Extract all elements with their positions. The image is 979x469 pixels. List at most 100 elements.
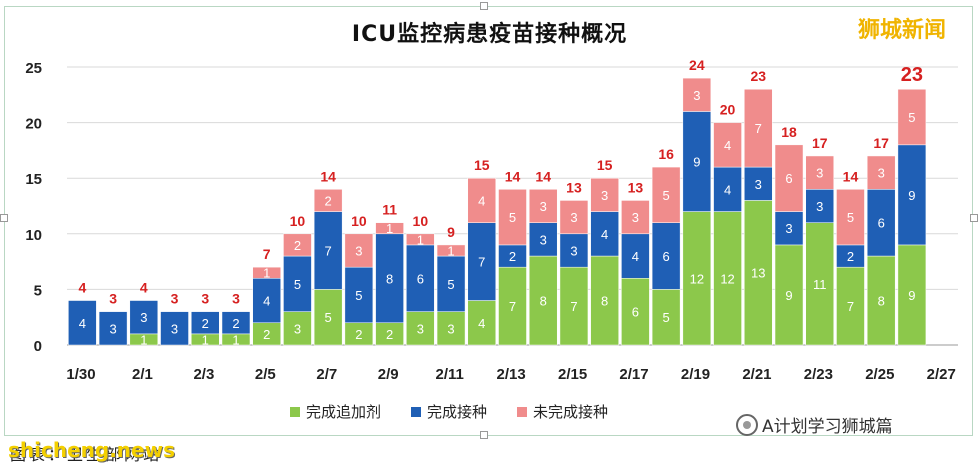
segment-label: 5 [663, 310, 670, 325]
bar-segment [283, 255, 312, 312]
segment-label: 4 [478, 316, 485, 331]
bar-segment [866, 189, 896, 257]
bar-segment [836, 266, 865, 346]
bar-segment [682, 77, 712, 112]
bar-segment [651, 166, 681, 223]
total-label: 3 [109, 291, 117, 307]
x-tick-label: 2/11 [436, 366, 464, 383]
total-label: 10 [351, 213, 367, 229]
total-label: 17 [873, 135, 889, 151]
segment-label: 6 [878, 216, 885, 231]
segment-label: 3 [785, 221, 792, 236]
segment-label: 8 [601, 294, 608, 309]
segment-label: 8 [540, 294, 547, 309]
segment-label: 3 [816, 199, 823, 214]
total-label: 4 [78, 280, 86, 296]
segment-label: 5 [908, 110, 915, 125]
segment-label: 3 [755, 177, 762, 192]
segment-label: 7 [478, 255, 485, 270]
total-label: 3 [201, 291, 209, 307]
total-label: 10 [290, 213, 306, 229]
segment-label: 3 [540, 199, 547, 214]
segment-label: 2 [294, 238, 301, 253]
segment-label: 8 [386, 271, 393, 286]
bar-segment [528, 222, 558, 257]
y-tick-label: 0 [34, 338, 42, 355]
total-label: 16 [658, 146, 674, 162]
segment-label: 3 [632, 210, 639, 225]
total-label: 14 [843, 168, 859, 184]
total-label: 15 [597, 157, 613, 173]
bar-segment [375, 222, 404, 235]
bar-segment [344, 266, 374, 324]
bar-segment [528, 255, 558, 346]
bar-segment [313, 189, 343, 212]
segment-label: 1 [447, 243, 454, 258]
segment-label: 4 [724, 138, 731, 153]
segment-label: 2 [263, 327, 270, 342]
segment-label: 9 [908, 188, 915, 203]
legend-item: 完成接种 [411, 401, 487, 422]
total-label: 9 [447, 224, 455, 240]
resize-handle-top[interactable] [480, 2, 488, 10]
segment-label: 5 [355, 288, 362, 303]
total-label: 3 [171, 291, 179, 307]
bar-segment [713, 122, 742, 168]
segment-label: 3 [355, 243, 362, 258]
total-label: 23 [901, 64, 923, 86]
bar-segment [68, 300, 97, 346]
bar-segment [590, 177, 619, 212]
resize-handle-bottom[interactable] [480, 431, 488, 439]
total-label: 3 [232, 291, 240, 307]
bar-segment [897, 88, 927, 146]
bar-segment [590, 211, 619, 257]
segment-label: 1 [232, 332, 239, 347]
bar-segment [406, 311, 435, 346]
segment-label: 6 [785, 171, 792, 186]
x-tick-label: 2/3 [193, 366, 214, 383]
bar-segment [467, 300, 497, 346]
brand-logo-text: 狮城新闻 [858, 17, 947, 43]
x-tick-label: 1/30 [66, 366, 95, 383]
bar-segment [344, 233, 374, 268]
segment-label: 2 [386, 327, 393, 342]
resize-handle-right[interactable] [970, 214, 978, 222]
legend-item: 未完成接种 [517, 401, 608, 422]
bar-segment [313, 211, 343, 290]
caption-bar [0, 439, 979, 469]
chart-legend: 完成追加剂 完成接种 未完成接种 [290, 401, 608, 422]
legend-swatch [517, 406, 528, 417]
segment-label: 3 [540, 232, 547, 247]
bar-segment [805, 155, 834, 190]
bar-segment [621, 278, 650, 346]
segment-label: 2 [325, 193, 332, 208]
total-label: 20 [720, 102, 736, 118]
resize-handle-left[interactable] [0, 214, 8, 222]
segment-label: 3 [171, 321, 178, 336]
bar-segment [621, 233, 650, 279]
bar-segment [313, 289, 343, 346]
total-label: 18 [781, 124, 797, 140]
x-tick-label: 2/21 [742, 366, 771, 383]
legend-label: 完成追加剂 [306, 403, 382, 421]
segment-label: 3 [447, 321, 454, 336]
total-label: 11 [382, 202, 397, 218]
segment-label: 3 [417, 321, 424, 336]
stacked-bar-chart: 0510152025443313433123123241735210572142… [25, 57, 958, 383]
segment-label: 5 [447, 277, 454, 292]
x-tick-label: 2/27 [927, 366, 956, 383]
x-tick-label: 2/13 [497, 366, 526, 383]
legend-swatch [290, 406, 300, 417]
segment-label: 3 [570, 243, 577, 258]
bar-segment [98, 311, 128, 346]
bar-segment [467, 177, 497, 223]
bar-segment [805, 189, 834, 223]
bar-segment [682, 211, 712, 346]
segment-label: 12 [720, 271, 734, 286]
legend-swatch [411, 406, 422, 417]
site-watermark: shicheng.news [8, 438, 175, 462]
segment-label: 4 [478, 193, 485, 208]
segment-label: 3 [878, 166, 885, 181]
segment-label: 11 [813, 277, 827, 292]
bar-segment [436, 244, 466, 257]
